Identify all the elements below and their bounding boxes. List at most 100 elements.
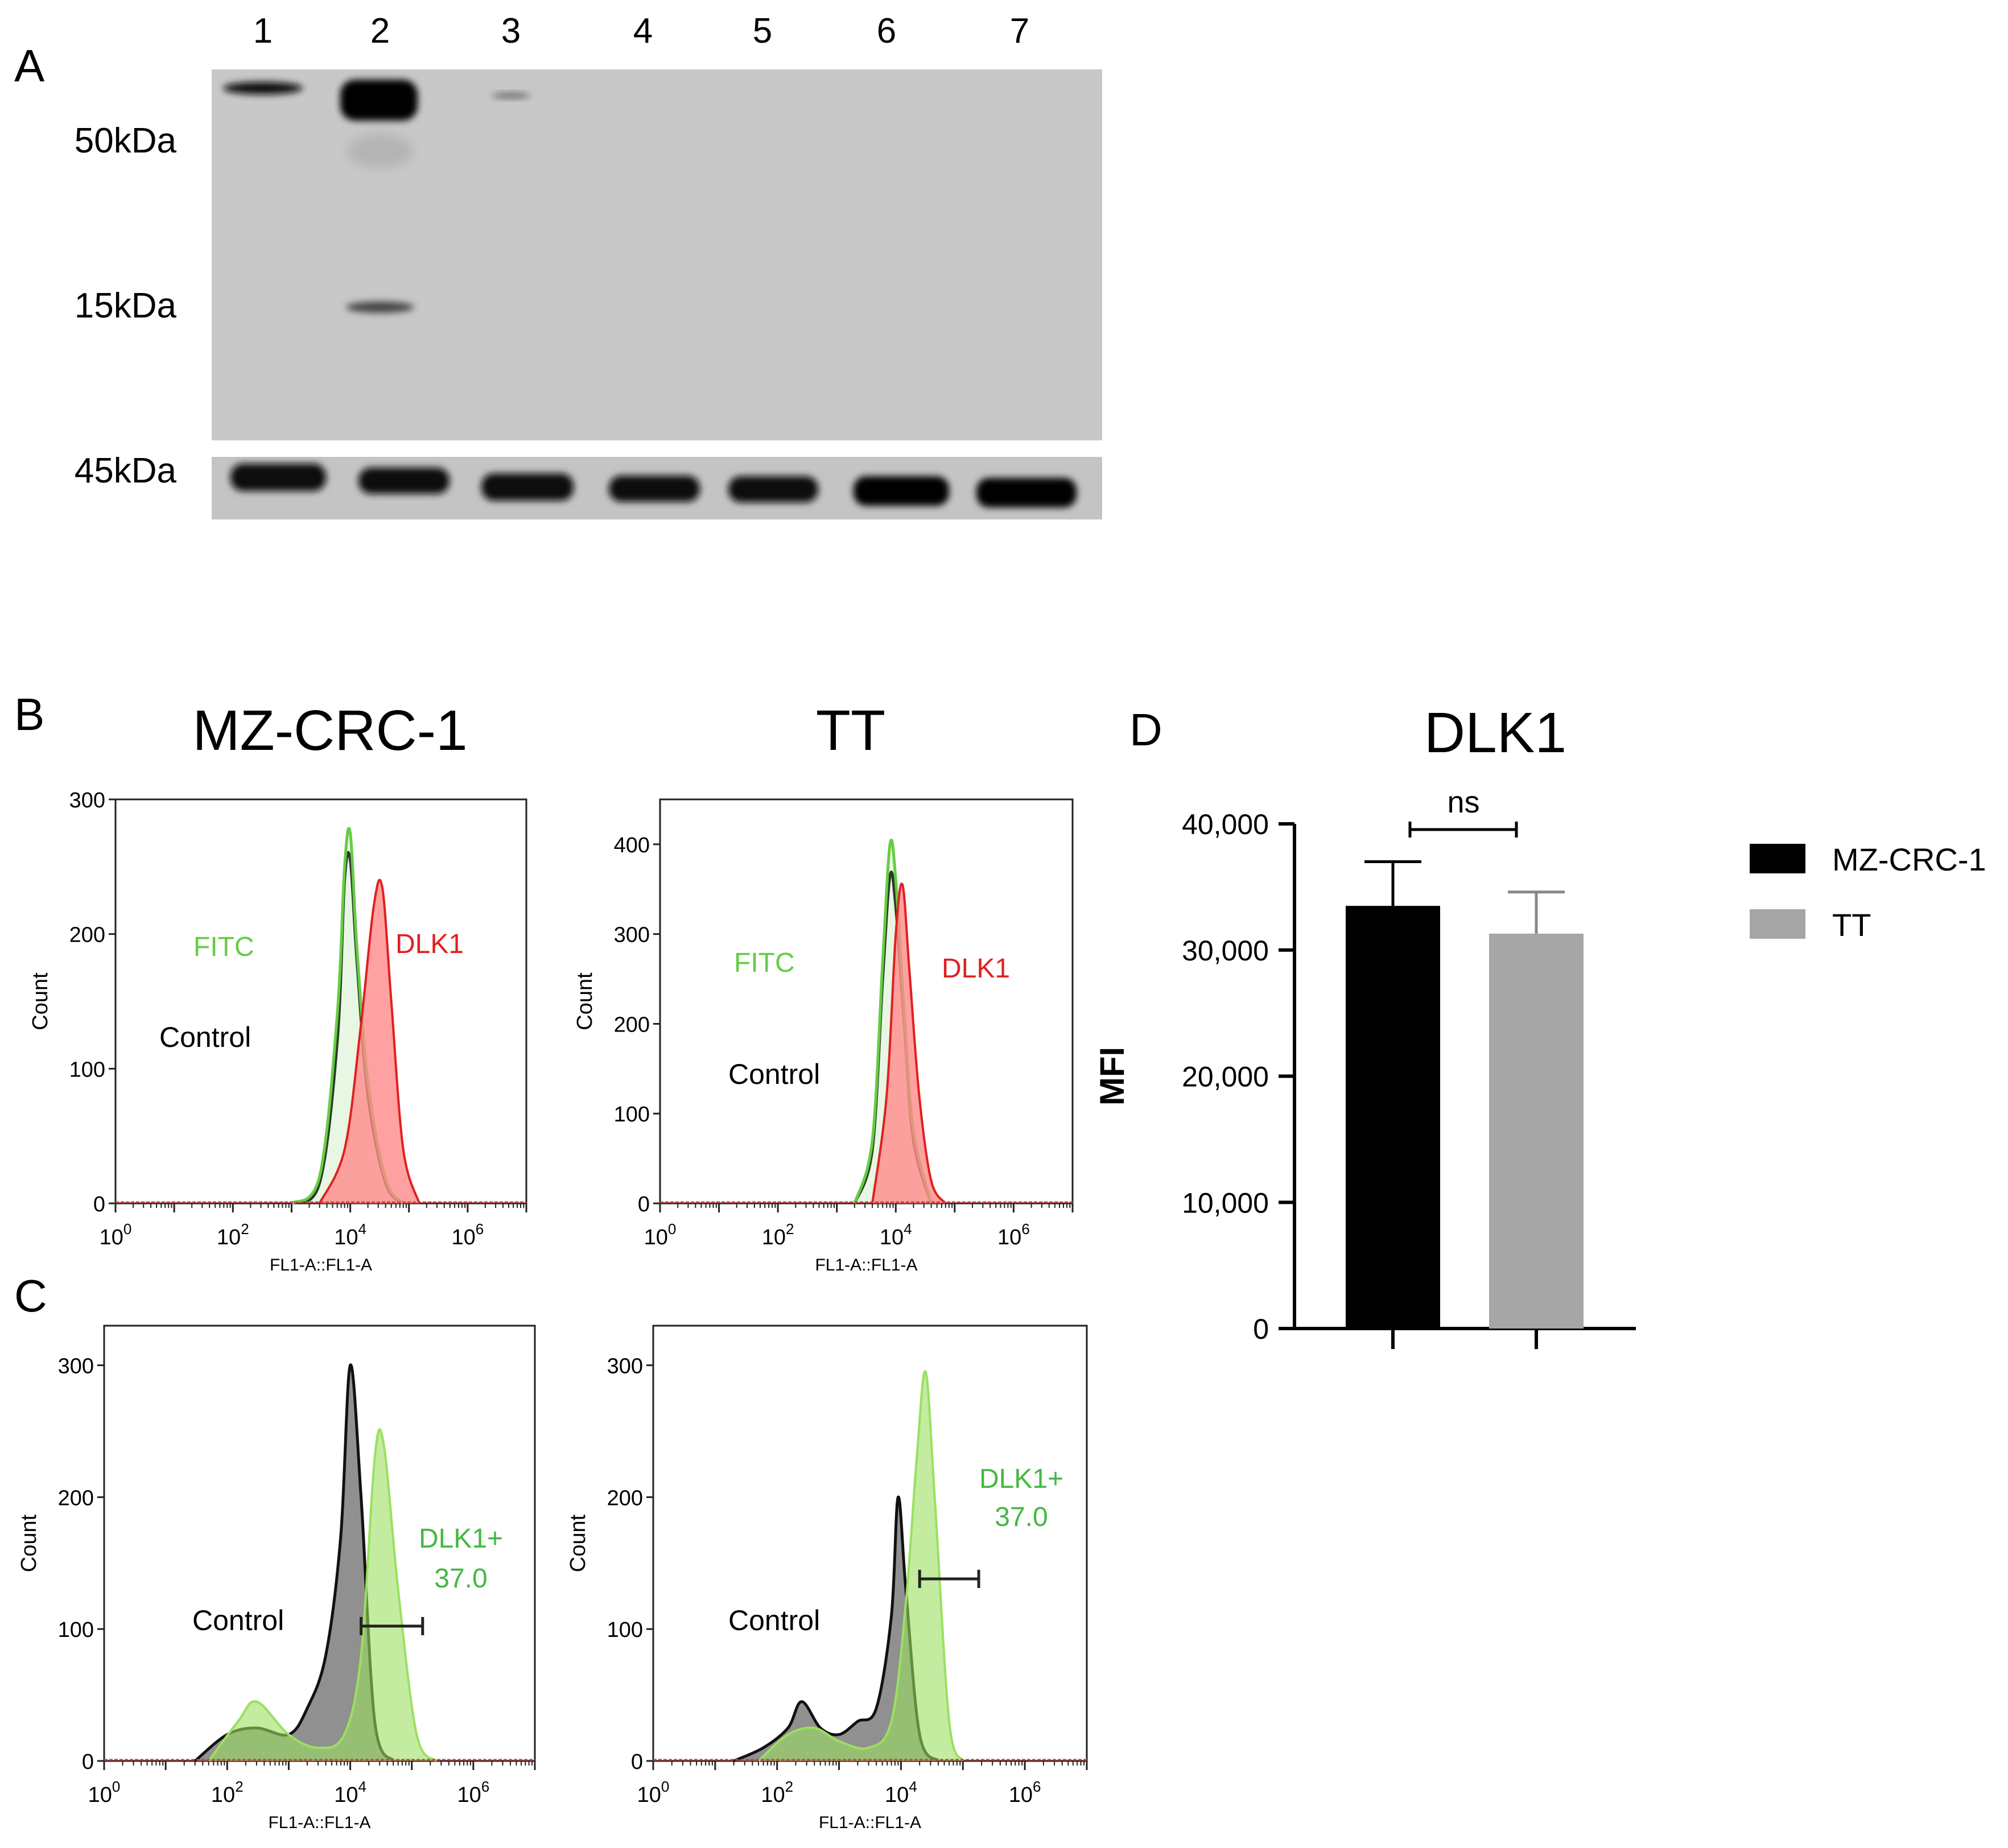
y-tick-label: 0 [93, 1193, 105, 1216]
band-lane2-smear [347, 134, 413, 168]
x-tick-label: 106 [997, 1220, 1030, 1249]
legend-swatch-mzcrc1 [1750, 844, 1805, 873]
plot-frame [659, 798, 1074, 1204]
y-tick-label: 100 [614, 1103, 650, 1127]
x-tick-label: 100 [88, 1778, 121, 1807]
lane-7-label: 7 [1010, 11, 1029, 51]
x-tick-label: 102 [762, 1220, 794, 1249]
lane-5-label: 5 [753, 11, 772, 51]
blot-main [212, 69, 1102, 440]
x-tick-label: 104 [334, 1778, 366, 1807]
x-tick-label: 104 [334, 1220, 366, 1249]
loading-band-4 [609, 476, 700, 502]
band-lane3-faint [492, 93, 530, 98]
panel-b-title-1: MZ-CRC-1 [192, 699, 467, 762]
band-lane1-high [223, 82, 303, 94]
x-tick-label: 104 [885, 1778, 917, 1807]
label-control: Control [728, 1058, 820, 1090]
panel-b-title-2: TT [816, 699, 885, 762]
label-fitc: FITC [193, 932, 254, 962]
y-axis-label: Count [17, 1514, 41, 1572]
band-lane2-low [346, 302, 414, 313]
loading-band-6 [853, 476, 949, 506]
x-tick-label: 102 [217, 1220, 249, 1249]
label-gate-name: DLK1+ [419, 1524, 503, 1554]
plot-frame [652, 1325, 1088, 1762]
series-area-dlk1pos [758, 1371, 963, 1761]
y-tick-label: 300 [614, 923, 650, 947]
x-tick-label: 106 [457, 1778, 489, 1807]
loading-band-5 [728, 476, 818, 502]
lane-3-label: 3 [501, 11, 521, 51]
loading-band-2 [358, 468, 450, 494]
panel-d-letter: D [1129, 704, 1162, 755]
x-tick-label: 100 [100, 1220, 132, 1249]
panel-c-letter: C [14, 1270, 47, 1321]
bar-chart-dlk1: 0 10,000 20,000 30,000 40,000 MFI ns MZ-CRC-1 TT [1093, 785, 1986, 1349]
label-dlk1: DLK1 [395, 929, 464, 959]
y-tick-label: 0 [638, 1193, 650, 1216]
series-line-dlk1pos [757, 1370, 964, 1762]
label-gate-name: DLK1+ [979, 1464, 1063, 1494]
x-axis-label: FL1-A::FL1-A [819, 1813, 921, 1832]
bar-mzcrc1 [1346, 906, 1440, 1329]
blot-loading-control [212, 457, 1102, 519]
y-tick-label: 300 [58, 1355, 94, 1379]
legend-label-tt: TT [1832, 907, 1871, 943]
x-tick-label: 102 [211, 1778, 244, 1807]
marker-50kda: 50kDa [75, 121, 177, 160]
y-axis-label: Count [566, 1514, 590, 1572]
legend-label-mzcrc1: MZ-CRC-1 [1832, 842, 1986, 877]
y-axis-label: Count [28, 972, 52, 1030]
series-line-dlk1 [871, 882, 947, 1204]
y-tick-label: 30,000 [1182, 935, 1269, 967]
series-area-control [195, 1364, 394, 1761]
y-tick-label: 200 [607, 1486, 643, 1510]
blot-main-membrane [212, 69, 1102, 440]
panel-d-title: DLK1 [1424, 701, 1566, 765]
y-tick-label: 100 [58, 1618, 94, 1642]
series-area-fitc [291, 828, 403, 1203]
y-tick-label: 0 [631, 1750, 643, 1774]
loading-band-7 [976, 478, 1077, 508]
loading-band-3 [481, 473, 574, 501]
y-tick-label: 10,000 [1182, 1187, 1269, 1219]
panel-b-letter: B [14, 689, 44, 740]
y-tick-label: 200 [69, 923, 105, 947]
bar-tt [1489, 933, 1584, 1329]
x-axis-label: FL1-A::FL1-A [270, 1256, 372, 1274]
loading-band-1 [230, 464, 326, 491]
legend-swatch-tt [1750, 909, 1805, 939]
y-tick-label: 300 [69, 789, 105, 812]
y-tick-label: 20,000 [1182, 1061, 1269, 1093]
series-area-dlk1 [319, 880, 419, 1203]
y-tick-label: 300 [607, 1355, 643, 1379]
y-axis-label: MFI [1093, 1047, 1131, 1106]
lane-1-label: 1 [253, 11, 273, 51]
y-axis-label: Count [573, 972, 597, 1030]
y-tick-label: 100 [607, 1618, 643, 1642]
series-area-dlk1 [872, 884, 946, 1203]
band-lane2-high [340, 80, 418, 121]
plot-frame [114, 798, 527, 1204]
y-tick-label: 200 [58, 1486, 94, 1510]
x-tick-label: 104 [880, 1220, 912, 1249]
panel-a-letter: A [14, 40, 45, 91]
label-gate-value: 37.0 [434, 1564, 487, 1594]
x-axis-label: FL1-A::FL1-A [815, 1256, 917, 1274]
y-tick-label: 400 [614, 834, 650, 857]
series-area-control [733, 1496, 938, 1761]
label-control: Control [728, 1604, 820, 1636]
series-area-dlk1pos [208, 1429, 436, 1761]
lane-numbers: 1 2 3 4 5 6 7 [253, 11, 1029, 51]
x-tick-label: 102 [761, 1778, 793, 1807]
label-dlk1: DLK1 [942, 954, 1010, 984]
marker-labels: 50kDa 15kDa 45kDa [75, 121, 177, 490]
marker-45kda: 45kDa [75, 451, 177, 490]
x-tick-label: 106 [451, 1220, 484, 1249]
label-gate-value: 37.0 [995, 1502, 1048, 1532]
